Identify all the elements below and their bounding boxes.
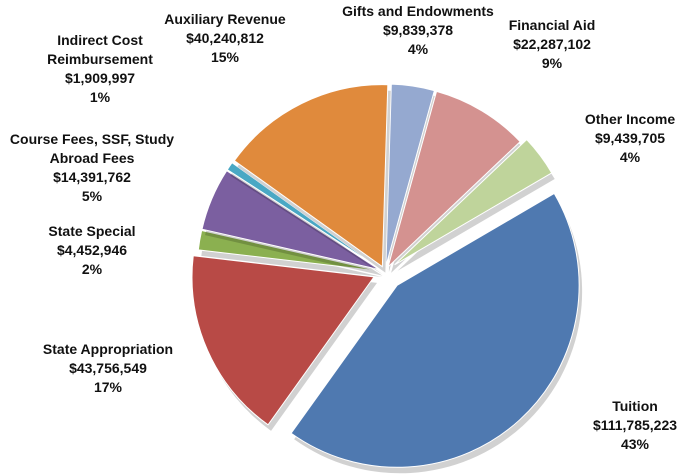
label-value: $1,909,997	[64, 70, 136, 86]
label-name: Auxiliary Revenue	[164, 11, 286, 27]
label-value: $9,439,705	[594, 130, 666, 146]
label-name: Other Income	[584, 111, 676, 127]
label-name: Course Fees, SSF, Study Abroad Fees	[9, 131, 175, 166]
label-value: $40,240,812	[186, 30, 264, 46]
label-value: 5%	[81, 188, 103, 204]
label-value: 43%	[620, 436, 650, 452]
label-value: 4%	[619, 149, 641, 165]
slice-label: Other Income $9,439,705 4%	[570, 110, 690, 167]
label-value: 1%	[89, 89, 111, 105]
label-value: 17%	[93, 379, 123, 395]
label-name: State Appropriation	[42, 341, 174, 357]
slice	[394, 138, 553, 266]
slice-label: Auxiliary Revenue $40,240,812 15%	[150, 10, 300, 67]
slice	[201, 170, 380, 271]
slice-label: Course Fees, SSF, Study Abroad Fees $14,3…	[0, 130, 187, 206]
label-value: $14,391,762	[53, 169, 131, 185]
slice	[233, 84, 389, 268]
slice-label: Tuition $111,785,223 43%	[570, 397, 692, 454]
label-value: $43,756,549	[69, 360, 147, 376]
label-value: $22,287,102	[513, 36, 591, 52]
label-value: 9%	[541, 55, 563, 71]
label-value: 4%	[407, 41, 429, 57]
slice	[387, 90, 521, 269]
slice-label: State Appropriation $43,756,549 17%	[8, 340, 208, 397]
label-value: 2%	[81, 261, 103, 277]
label-name: Indirect Cost Reimbursement	[47, 32, 153, 67]
label-name: Financial Aid	[508, 17, 596, 33]
slice-label: Gifts and Endowments $9,839,378 4%	[333, 2, 503, 59]
label-value: $4,452,946	[56, 242, 128, 258]
label-name: Tuition	[612, 398, 658, 414]
slice-label: Indirect Cost Reimbursement $1,909,997 1%	[25, 31, 175, 107]
slice	[226, 162, 381, 270]
slice	[385, 83, 435, 267]
label-name: State Special	[48, 223, 136, 239]
slice	[290, 192, 580, 468]
slice-label: State Special $4,452,946 2%	[17, 222, 167, 279]
slice-label: Financial Aid $22,287,102 9%	[487, 16, 617, 73]
slice	[191, 255, 375, 426]
label-value: $9,839,378	[382, 22, 454, 38]
label-value: $111,785,223	[592, 417, 678, 433]
slice	[197, 229, 380, 272]
label-name: Gifts and Endowments	[342, 3, 494, 19]
label-value: 15%	[210, 49, 240, 65]
